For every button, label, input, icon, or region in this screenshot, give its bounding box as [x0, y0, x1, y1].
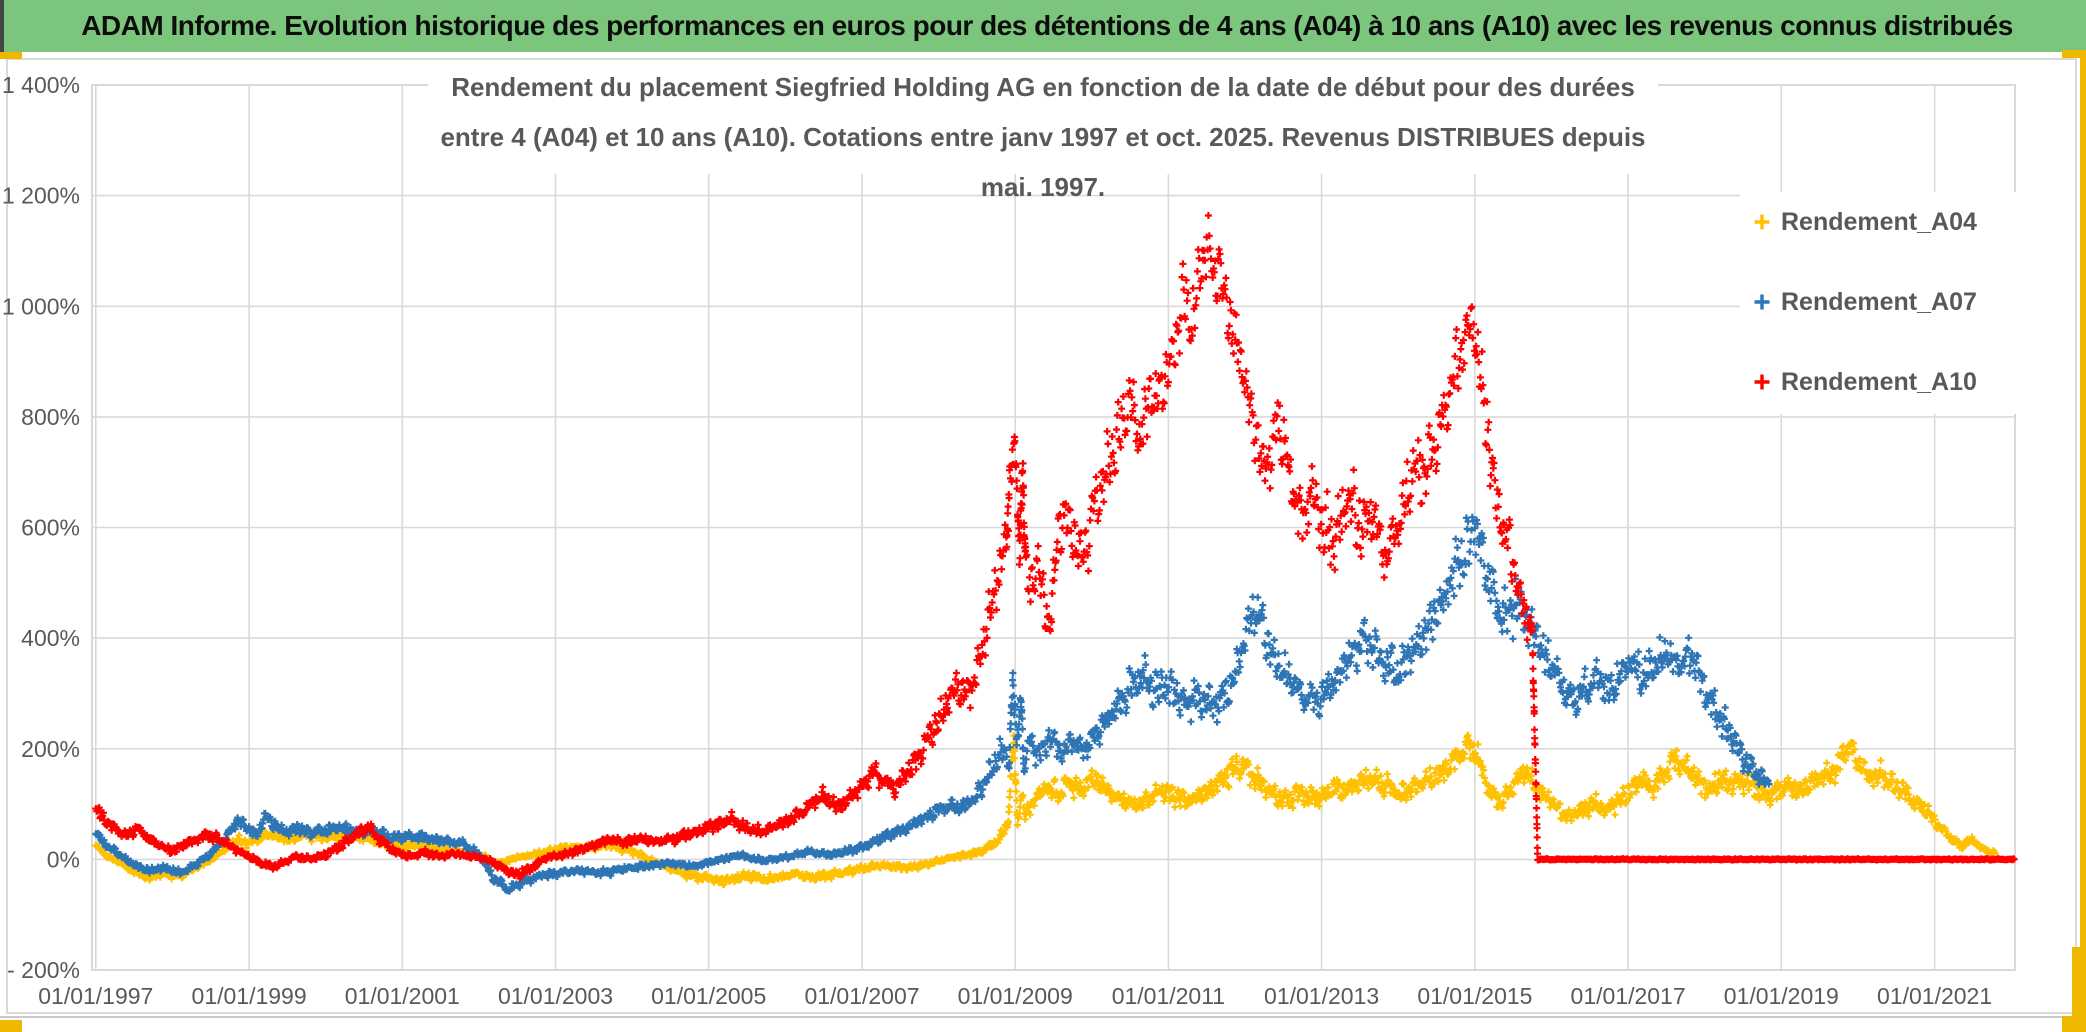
x-tick-label: 01/01/2005 [651, 983, 766, 1009]
x-tick-label: 01/01/1997 [38, 983, 153, 1009]
x-tick-label: 01/01/2009 [958, 983, 1073, 1009]
gold-accent-right-edge [2080, 52, 2086, 1032]
y-tick-label: 1 400% [2, 72, 80, 98]
gold-accent-top-right [2062, 50, 2086, 58]
y-axis-labels: 1 400% 1 200% 1 000% 800% 600% 400% 200% 0% - 20… [2, 72, 80, 983]
y-tick-label: 1 200% [2, 183, 80, 209]
series-rendement_a07 [92, 513, 1773, 895]
legend-label: Rendement_A10 [1781, 367, 1977, 396]
chart-title-line1: Rendement du placement Siegfried Holding… [451, 72, 1635, 102]
x-tick-label: 01/01/2013 [1264, 983, 1379, 1009]
y-tick-label: 0% [47, 846, 80, 872]
x-axis-labels: 01/01/1997 01/01/1999 01/01/2001 01/01/2003… [38, 983, 1992, 1009]
gold-accent-top-left [0, 52, 22, 59]
y-tick-label: 200% [21, 736, 80, 762]
x-tick-label: 01/01/2017 [1571, 983, 1686, 1009]
plus-marker-icon [1752, 372, 1772, 392]
data-series-group [92, 212, 2018, 895]
series-rendement_a10 [92, 212, 2018, 882]
x-tick-label: 01/01/1999 [192, 983, 307, 1009]
plus-marker-icon [1752, 212, 1772, 232]
y-tick-label: - 200% [7, 957, 80, 983]
banner-title: ADAM Informe. Evolution historique des p… [81, 10, 2013, 41]
y-tick-label: 1 000% [2, 293, 80, 319]
x-tick-label: 01/01/2021 [1877, 983, 1992, 1009]
y-tick-label: 800% [21, 404, 80, 430]
legend-background [1740, 192, 2016, 414]
gold-accent-corner-horizontal [2062, 1016, 2086, 1032]
bottom-divider [0, 1016, 2086, 1018]
chart-title-line2: entre 4 (A04) et 10 ans (A10). Cotations… [440, 122, 1646, 202]
legend-item-rendement-a07[interactable]: Rendement_A07 [1752, 282, 1977, 322]
header-banner: ADAM Informe. Evolution historique des p… [0, 0, 2086, 52]
gold-accent-corner-vertical [2072, 947, 2086, 1032]
x-tick-label: 01/01/2011 [1112, 983, 1225, 1009]
x-tick-label: 01/01/2015 [1417, 983, 1532, 1009]
x-tick-label: 01/01/2003 [498, 983, 613, 1009]
legend-item-rendement-a10[interactable]: Rendement_A10 [1752, 362, 1977, 402]
legend-label: Rendement_A07 [1781, 287, 1977, 316]
x-tick-label: 01/01/2007 [804, 983, 919, 1009]
x-tick-label: 01/01/2001 [345, 983, 460, 1009]
chart-frame[interactable] [6, 58, 2077, 1014]
legend-item-rendement-a04[interactable]: Rendement_A04 [1752, 202, 1977, 242]
legend-label: Rendement_A04 [1781, 207, 1977, 236]
y-tick-label: 400% [21, 625, 80, 651]
y-tick-label: 600% [21, 515, 80, 541]
plus-marker-icon [1752, 292, 1772, 312]
x-tick-label: 01/01/2019 [1724, 983, 1839, 1009]
gold-accent-bottom-left [0, 1020, 22, 1032]
chart-title: Rendement du placement Siegfried Holding… [428, 62, 1658, 202]
